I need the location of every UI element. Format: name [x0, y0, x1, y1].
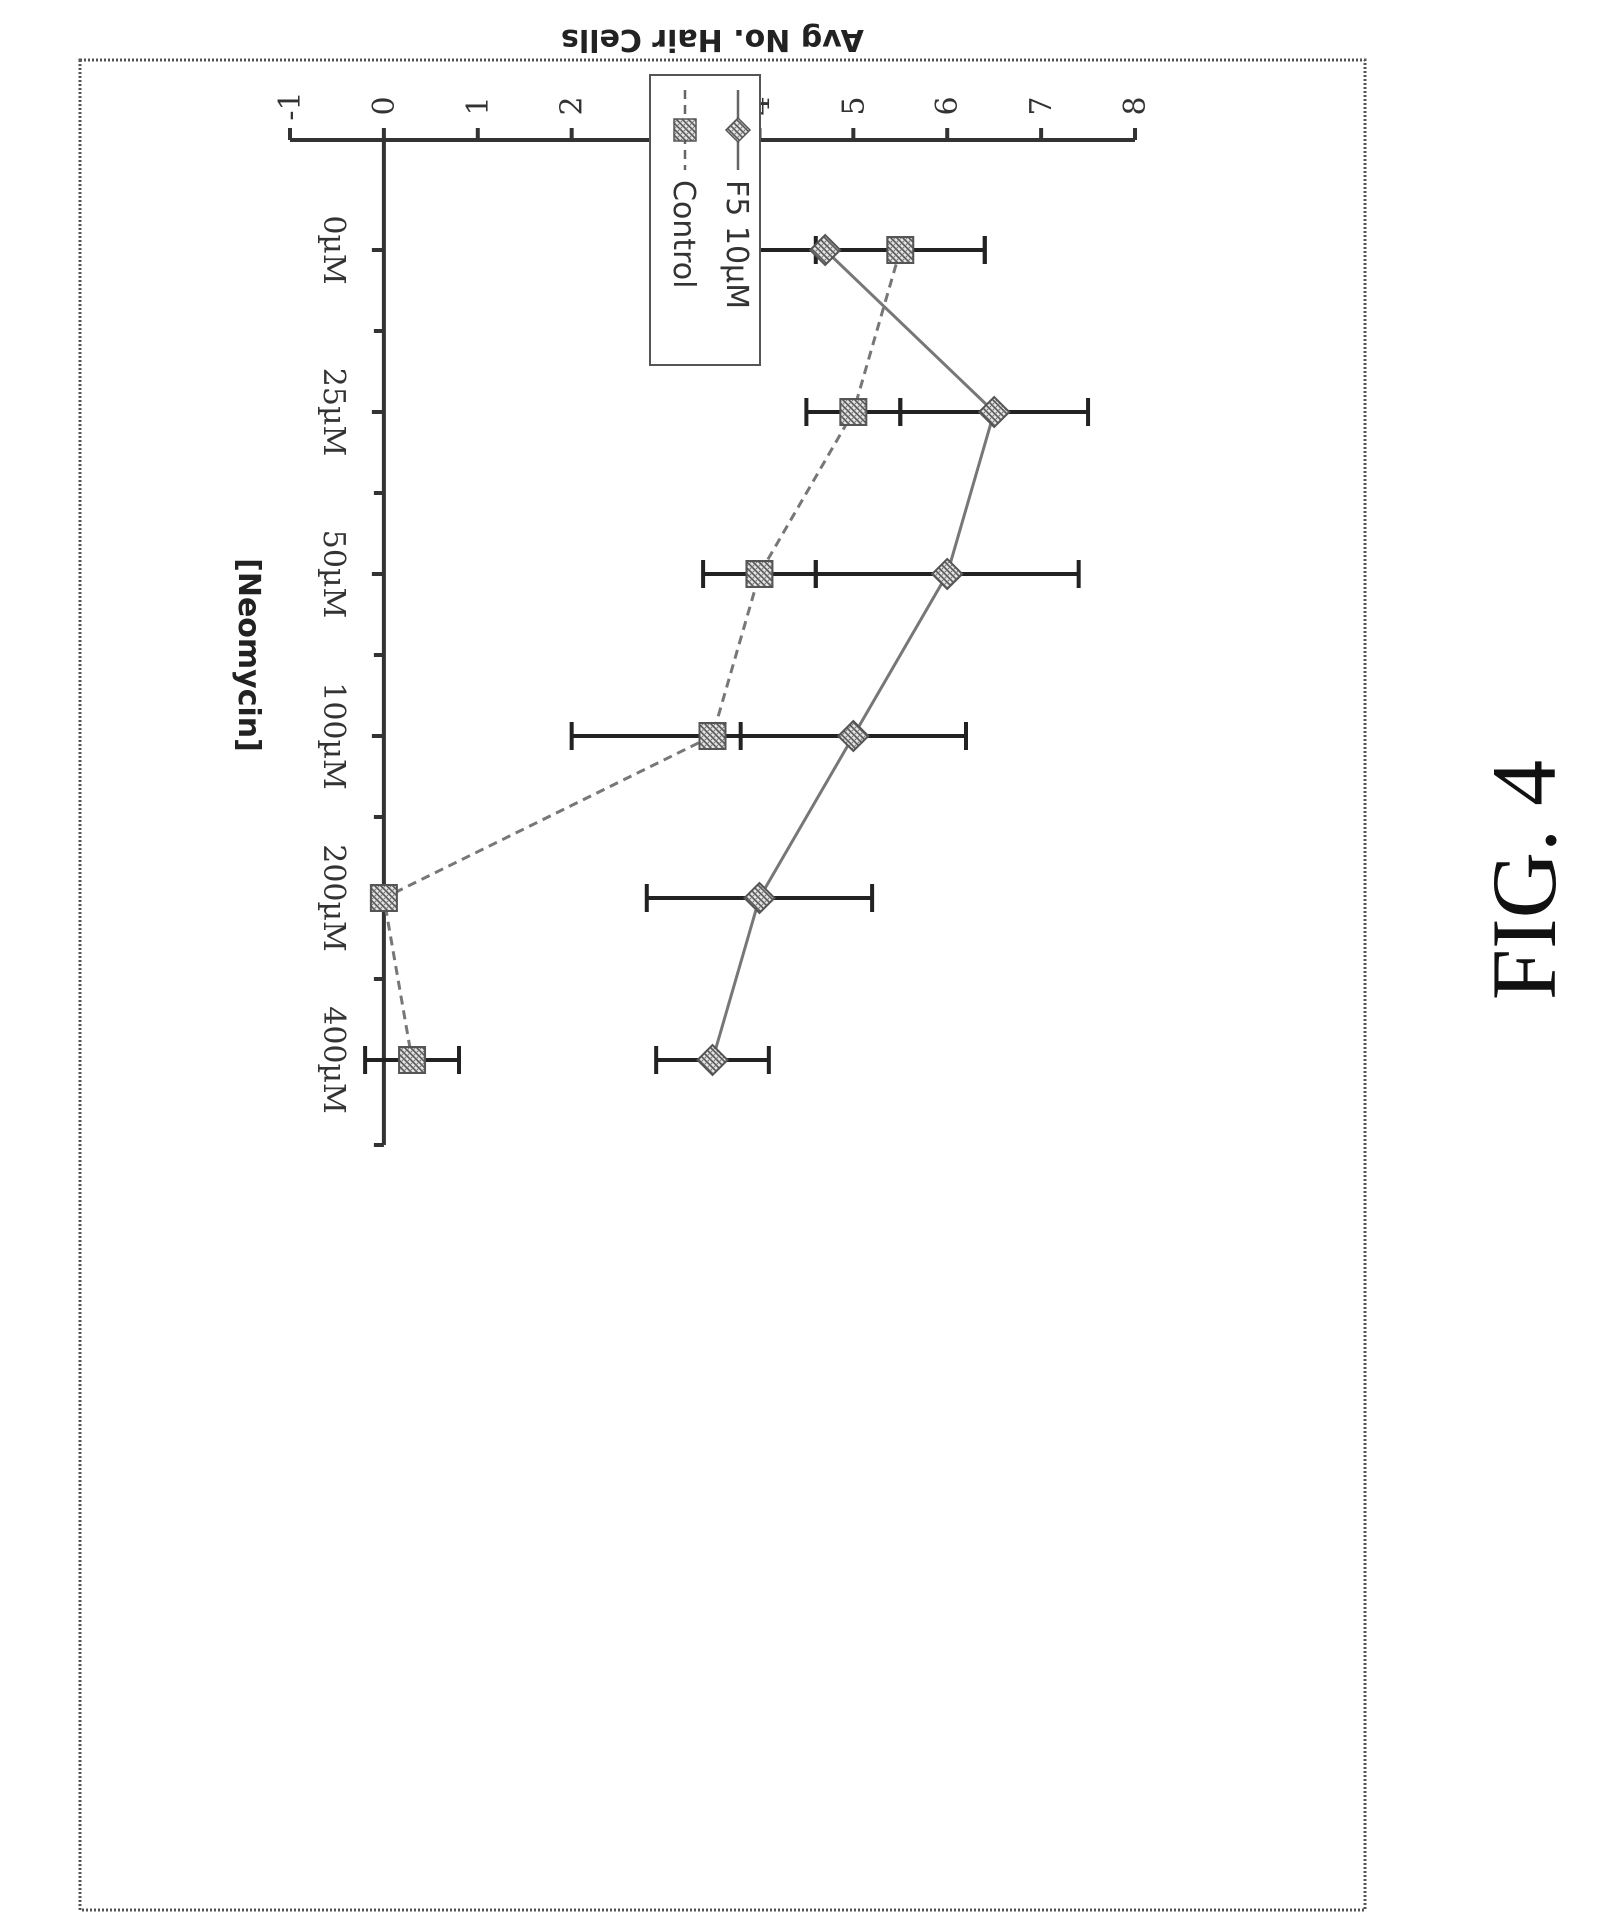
data-point-f5 — [836, 719, 870, 753]
x-tick-label: 400µM — [316, 1006, 351, 1113]
data-point-control — [745, 560, 774, 588]
legend-box — [649, 74, 761, 366]
y-tick-label: 5 — [836, 96, 871, 115]
figure-label: FIG. 4 — [1473, 760, 1575, 1000]
legend-marker-f5 — [724, 116, 752, 144]
data-point-f5 — [930, 557, 964, 591]
data-point-f5 — [743, 881, 776, 915]
series-line-control — [382, 249, 902, 1061]
data-point-control — [839, 398, 868, 426]
y-tick-label: 2 — [555, 96, 590, 115]
y-tick-label: -1 — [273, 91, 308, 120]
data-point-control — [886, 236, 915, 264]
x-tick-label: 25µM — [316, 368, 351, 456]
data-point-f5 — [808, 233, 842, 267]
x-tick-label: 0µM — [316, 215, 351, 284]
x-axis-title: [Neomycin] — [231, 558, 266, 752]
legend-label-control: Control — [666, 180, 701, 288]
series-line-f5 — [711, 248, 996, 1061]
y-tick-label: 8 — [1118, 96, 1153, 115]
plot-area: 876543210-10µM25µM50µM100µM200µM400µM[Ne… — [231, 22, 1153, 1147]
data-point-control — [698, 722, 727, 750]
y-tick-label: 7 — [1024, 96, 1059, 115]
legend: F5 10µM Control — [649, 74, 761, 366]
y-axis-title: Avg No. Hair Cells — [561, 22, 864, 57]
y-tick-label: 1 — [461, 96, 496, 115]
axes: 876543210-10µM25µM50µM100µM200µM400µM[Ne… — [231, 22, 1153, 1147]
legend-marker-control — [673, 118, 697, 142]
x-tick-label: 50µM — [316, 530, 351, 618]
data-point-f5 — [696, 1043, 729, 1077]
data-point-control — [398, 1046, 427, 1074]
data-point-control — [369, 884, 398, 912]
data-point-f5 — [977, 395, 1011, 429]
legend-label-f5: F5 10µM — [719, 180, 754, 309]
chart-frame — [78, 58, 1367, 1912]
y-tick-label: 0 — [367, 96, 402, 115]
x-tick-label: 200µM — [316, 844, 351, 951]
x-tick-label: 100µM — [316, 682, 351, 789]
y-tick-label: 6 — [930, 96, 965, 115]
